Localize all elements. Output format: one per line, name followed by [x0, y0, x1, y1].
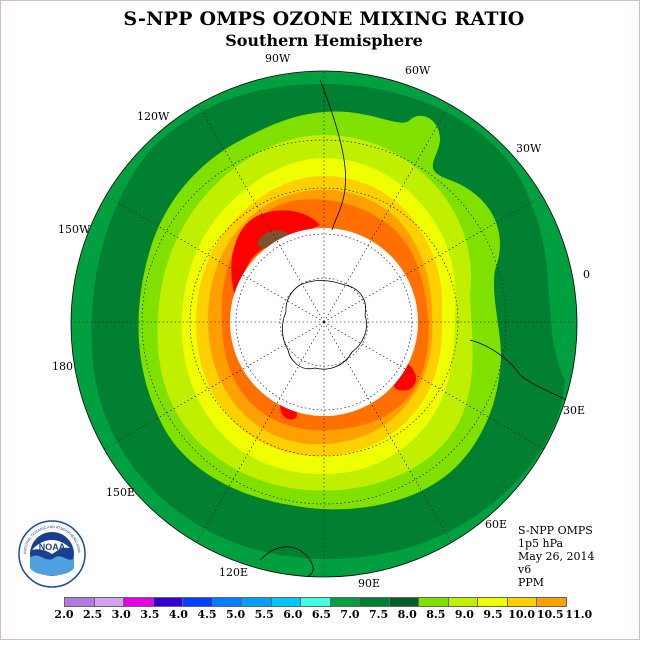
colorbar-swatch	[477, 597, 508, 607]
colorbar-tick-label: 10.5	[536, 608, 564, 621]
south-america-coastline	[319, 79, 346, 231]
product-info: S-NPP OMPS 1p5 hPa May 26, 2014 v6 PPM	[518, 524, 595, 589]
pressure-level: 1p5 hPa	[518, 537, 564, 550]
antarctica-coastline	[282, 280, 367, 370]
lon-label-150w: 150W	[58, 223, 91, 236]
lon-label-120e: 120E	[219, 566, 249, 579]
colorbar-tick-label: 2.0	[54, 608, 74, 621]
colorbar-tick-label: 3.5	[140, 608, 160, 621]
colorbar-tick-label: 4.0	[168, 608, 188, 621]
colorbar-tick-label: 10.0	[508, 608, 535, 621]
colorbar-tick-label: 7.0	[340, 608, 360, 621]
meridian-line	[98, 321, 325, 453]
meridian-line	[193, 321, 325, 548]
colorbar-swatch	[270, 597, 301, 607]
colorbar-swatch	[329, 597, 360, 607]
lon-label-0: 0	[583, 268, 590, 281]
colorbar-swatch	[93, 597, 124, 607]
instrument-label: S-NPP OMPS	[518, 524, 593, 537]
australia-coastline	[259, 546, 314, 577]
colorbar-swatch	[418, 597, 449, 607]
date-label: May 26, 2014	[518, 550, 595, 563]
colorbar-swatch	[64, 597, 95, 607]
meridian-line	[193, 96, 325, 323]
colorbar-tick-label: 8.0	[397, 608, 417, 621]
colorbar-swatch	[123, 597, 154, 607]
colorbar-tick-label: 5.0	[226, 608, 246, 621]
contour-band-11.0	[257, 230, 292, 249]
noaa-logo-text: NOAA	[39, 542, 66, 552]
units-label: PPM	[518, 576, 545, 589]
colorbar-swatch	[388, 597, 419, 607]
africa-coastline	[469, 339, 576, 406]
colorbar-swatch	[536, 597, 567, 607]
version-label: v6	[518, 563, 532, 576]
colorbar-tick-label: 7.5	[369, 608, 389, 621]
latitude-circle	[141, 139, 507, 505]
lon-label-60e: 60E	[485, 518, 508, 531]
colorbar-swatch	[359, 597, 390, 607]
lon-label-30e: 30E	[563, 404, 586, 417]
colorbar-swatch	[182, 597, 213, 607]
lon-label-60w: 60W	[405, 64, 431, 77]
colorbar-swatch	[447, 597, 478, 607]
colorbar-tick-label: 11.0	[565, 608, 593, 621]
meridian-line	[98, 191, 325, 323]
latitude-circle	[189, 187, 459, 457]
colorbar-tick-label: 9.0	[454, 608, 474, 621]
colorbar-swatch	[211, 597, 242, 607]
colorbar-tick-label: 3.0	[111, 608, 131, 621]
colorbar-tick-label: 6.5	[311, 608, 331, 621]
lon-label-30w: 30W	[516, 142, 542, 155]
lon-label-150e: 150E	[106, 486, 136, 499]
colorbar-tick-label: 2.5	[83, 608, 103, 621]
colorbar-swatch	[300, 597, 331, 607]
colorbar-swatch	[506, 597, 537, 607]
map-title: S-NPP OMPS OZONE MIXING RATIO	[123, 8, 525, 30]
colorbar-tick-label: 5.5	[254, 608, 274, 621]
colorbar-tick-label: 9.5	[483, 608, 503, 621]
lon-label-120w: 120W	[137, 110, 170, 123]
lon-label-180: 180	[52, 360, 73, 373]
meridian-line	[323, 191, 550, 323]
lon-label-90e: 90E	[358, 577, 381, 590]
noaa-logo: NOAA NATIONAL OCEANIC AND ATMOSPHERIC AD…	[18, 520, 86, 588]
contour-band-10.5	[231, 210, 320, 305]
colorbar-swatch	[152, 597, 183, 607]
colorbar	[64, 597, 567, 607]
meridian-line	[323, 321, 550, 453]
colorbar-swatch	[241, 597, 272, 607]
map-subtitle: Southern Hemisphere	[225, 31, 423, 50]
colorbar-tick-label: 6.0	[283, 608, 303, 621]
meridian-line	[323, 96, 455, 323]
meridian-line	[323, 321, 455, 548]
map-border	[70, 70, 578, 578]
lon-label-90w: 90W	[265, 52, 291, 65]
colorbar-tick-label: 8.5	[426, 608, 446, 621]
colorbar-tick-label: 4.5	[197, 608, 217, 621]
colorbar-ticks: 2.0 2.5 3.0 3.5 4.0 4.5 5.0 5.5 6.0 6.5 7.0 7.5 8.0 8…	[0, 608, 648, 622]
